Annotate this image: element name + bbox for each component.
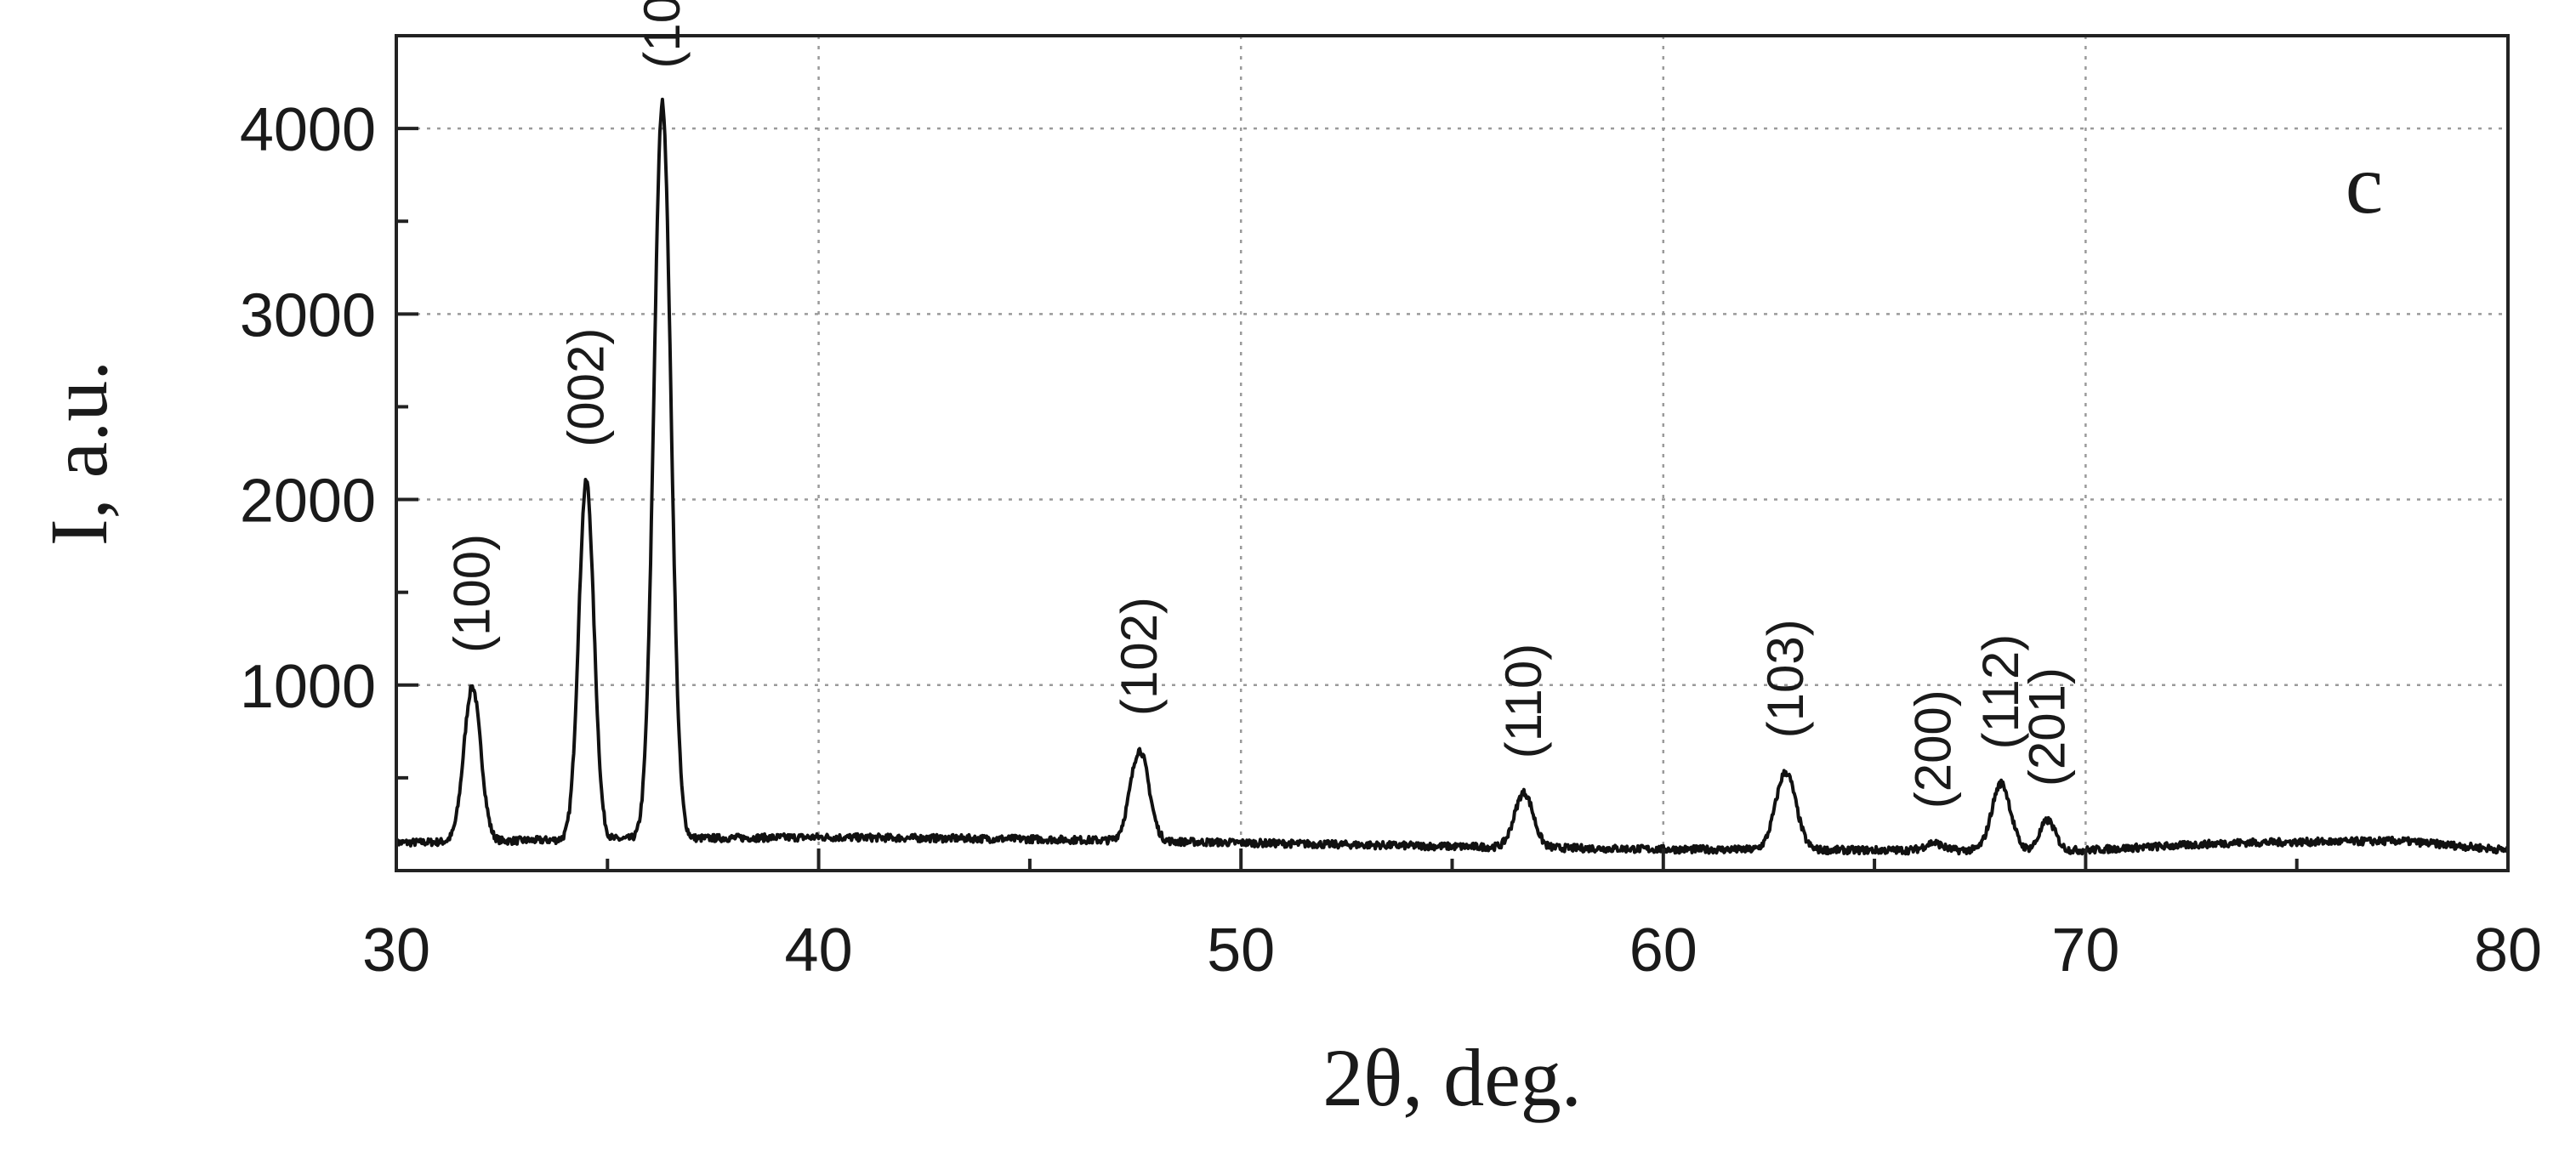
peak-label: (200): [1905, 689, 1962, 809]
x-tick-label: 60: [1629, 916, 1697, 985]
peak-label: (103): [1757, 619, 1814, 738]
x-tick-label: 50: [1207, 916, 1275, 985]
x-tick-label: 70: [2051, 916, 2119, 985]
x-axis-ticks: 30 40 50 60 70 80: [362, 848, 2542, 985]
y-tick-label: 2000: [240, 468, 376, 536]
peak-label: (201): [2019, 667, 2076, 786]
y-tick-label: 3000: [240, 281, 376, 349]
panel-label: c: [2346, 137, 2383, 231]
y-axis-ticks: 1000 2000 3000 4000: [240, 96, 418, 721]
minor-ticks: [396, 219, 2299, 871]
x-axis-title: 2θ, deg.: [1322, 1032, 1582, 1123]
x-tick-label: 40: [785, 916, 853, 985]
peak-label: (110): [1495, 644, 1552, 759]
xrd-pattern-line: [395, 97, 2510, 856]
peak-label: (102): [1111, 597, 1168, 716]
grid-lines: [396, 36, 2508, 871]
y-tick-label: 1000: [240, 653, 376, 721]
peak-labels: (100) (002) (101) (102) (110) (103) (200) (112)…: [443, 0, 2075, 809]
x-tick-label: 30: [362, 916, 430, 985]
y-tick-label: 4000: [240, 96, 376, 164]
peak-label: (100): [443, 534, 500, 653]
y-axis-title: I, a.u.: [33, 360, 124, 547]
plot-frame: [395, 34, 2510, 872]
peak-label: (101): [634, 0, 691, 69]
peak-label: (112): [1972, 634, 2029, 750]
x-tick-label: 80: [2474, 916, 2542, 985]
peak-label: (002): [557, 328, 614, 447]
